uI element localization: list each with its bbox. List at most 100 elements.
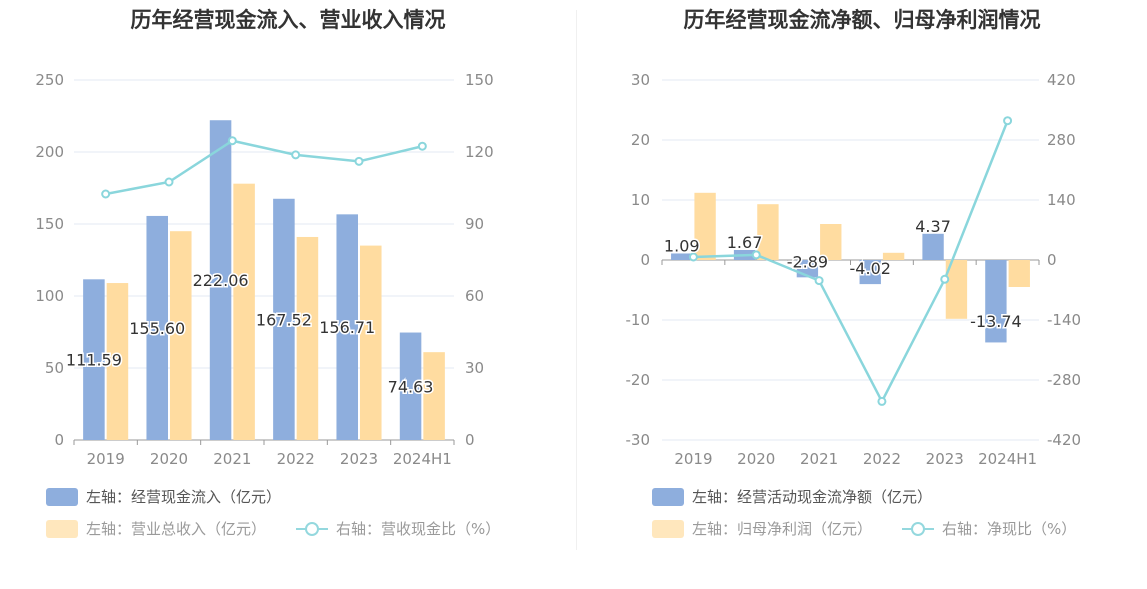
revenue-bar bbox=[1008, 260, 1030, 287]
ratio-point bbox=[940, 274, 950, 284]
revenue-bar bbox=[233, 183, 255, 440]
right-axis-tick-label: 140 bbox=[1047, 191, 1076, 209]
cash-bar bbox=[922, 233, 944, 260]
cash-bar bbox=[985, 260, 1007, 343]
ratio-point bbox=[164, 177, 174, 187]
ratio-point bbox=[291, 150, 301, 160]
bar-data-label: 1.67 bbox=[727, 233, 763, 252]
x-axis-category-label: 2020 bbox=[150, 450, 188, 468]
left-legend-line-label: 右轴：营收现金比（%） bbox=[336, 520, 501, 538]
x-axis-category-label: 2019 bbox=[674, 450, 712, 468]
bar-data-label: 167.52 bbox=[256, 310, 312, 329]
bar-data-label: 155.60 bbox=[129, 319, 185, 338]
right-axis-tick-label: 30 bbox=[465, 359, 484, 377]
left-axis-tick-label: 50 bbox=[45, 359, 64, 377]
right-legend-bar1[interactable]: 左轴：经营活动现金流净额（亿元） bbox=[652, 486, 932, 507]
bar-data-label: 4.37 bbox=[915, 217, 951, 236]
left-axis-tick-label: 250 bbox=[35, 71, 64, 89]
right-axis-tick-label: -280 bbox=[1047, 371, 1081, 389]
x-axis-category-label: 2024H1 bbox=[393, 450, 452, 468]
right-chart-panel: 历年经营现金流净额、归母净利润情况 -30 -20 -10 0 10 20 30 -420 -2… bbox=[577, 0, 1147, 589]
ratio-point bbox=[227, 136, 237, 146]
left-axis-tick-label: 150 bbox=[35, 215, 64, 233]
right-axis-tick-label: -140 bbox=[1047, 311, 1081, 329]
ratio-point bbox=[814, 276, 824, 286]
right-legend-line-label: 右轴：净现比（%） bbox=[942, 520, 1077, 538]
bar-data-label: -13.74 bbox=[970, 312, 1022, 331]
right-chart-title: 历年经营现金流净额、归母净利润情况 bbox=[683, 8, 1041, 32]
legend-swatch-orange bbox=[652, 519, 684, 538]
cash-bar bbox=[336, 214, 358, 440]
bar-data-label: 1.09 bbox=[664, 236, 700, 255]
right-axis-tick-label: 120 bbox=[465, 143, 494, 161]
left-axis-tick-label: 10 bbox=[631, 191, 650, 209]
revenue-bar bbox=[170, 231, 192, 440]
right-chart-plot: -30 -20 -10 0 10 20 30 -420 -280 -140 0 140 280 420 20… bbox=[626, 71, 1082, 468]
right-axis-tick-label: 0 bbox=[465, 431, 475, 449]
ratio-point bbox=[101, 189, 111, 199]
bar-data-label: -4.02 bbox=[850, 259, 891, 278]
left-chart-plot: 0 50 100 150 200 250 0 30 60 90 120 150 2019 2020 2021… bbox=[35, 71, 494, 468]
right-axis-tick-label: 280 bbox=[1047, 131, 1076, 149]
left-axis-tick-label: -20 bbox=[626, 371, 651, 389]
left-legend-bar2-label: 左轴：营业总收入（亿元） bbox=[86, 520, 267, 538]
right-axis-tick-label: 90 bbox=[465, 215, 484, 233]
left-axis-tick-label: 0 bbox=[54, 431, 64, 449]
left-axis-tick-label: 200 bbox=[35, 143, 64, 161]
cash-bar bbox=[209, 120, 232, 441]
right-legend-bar2[interactable]: 左轴：归母净利润（亿元） bbox=[652, 518, 872, 539]
left-axis-tick-label: 20 bbox=[631, 131, 650, 149]
x-axis-category-label: 2023 bbox=[926, 450, 964, 468]
cash-bar bbox=[859, 260, 881, 285]
right-axis-tick-label: 0 bbox=[1047, 251, 1057, 269]
bar-data-label: -2.89 bbox=[787, 252, 828, 271]
right-legend-bar2-label: 左轴：归母净利润（亿元） bbox=[692, 520, 873, 538]
bar-data-label: 222.06 bbox=[193, 271, 249, 290]
x-axis-category-label: 2021 bbox=[800, 450, 838, 468]
revenue-bar bbox=[757, 204, 779, 260]
legend-swatch-blue bbox=[46, 487, 78, 506]
ratio-point bbox=[688, 252, 698, 262]
cash-bar bbox=[671, 253, 693, 260]
x-axis-category-label: 2023 bbox=[340, 450, 378, 468]
revenue-bar bbox=[423, 352, 445, 440]
ratio-line bbox=[693, 120, 1009, 405]
cash-bar bbox=[399, 332, 422, 440]
right-axis-tick-label: 60 bbox=[465, 287, 484, 305]
ratio-line bbox=[105, 139, 423, 196]
revenue-bar bbox=[694, 192, 716, 260]
revenue-bar bbox=[360, 245, 382, 440]
ratio-point bbox=[877, 396, 887, 406]
ratio-point bbox=[354, 156, 364, 166]
right-legend-bar1-label: 左轴：经营活动现金流净额（亿元） bbox=[692, 488, 933, 506]
left-legend-bar2[interactable]: 左轴：营业总收入（亿元） bbox=[46, 518, 266, 539]
right-legend-line[interactable]: 右轴：净现比（%） bbox=[902, 518, 1076, 539]
ratio-point bbox=[417, 141, 427, 151]
left-axis-tick-label: -30 bbox=[626, 431, 651, 449]
left-axis-tick-label: 0 bbox=[640, 251, 650, 269]
left-chart-panel: 历年经营现金流入、营业收入情况 0 50 100 150 200 250 0 30 60 90 12… bbox=[35, 8, 500, 539]
left-axis-tick-label: -10 bbox=[626, 311, 651, 329]
revenue-bar bbox=[882, 252, 905, 260]
ratio-point bbox=[751, 250, 761, 260]
x-axis-category-label: 2022 bbox=[277, 450, 315, 468]
right-axis-tick-label: 150 bbox=[465, 71, 494, 89]
left-legend-line[interactable]: 右轴：营收现金比（%） bbox=[296, 518, 500, 539]
left-chart-title: 历年经营现金流入、营业收入情况 bbox=[130, 8, 446, 32]
revenue-bar bbox=[820, 224, 842, 260]
legend-line-icon bbox=[296, 520, 328, 538]
left-legend-bar1[interactable]: 左轴：经营现金流入（亿元） bbox=[46, 486, 281, 507]
legend-swatch-blue bbox=[652, 487, 684, 506]
x-axis-category-label: 2024H1 bbox=[978, 450, 1037, 468]
x-axis-category-label: 2022 bbox=[863, 450, 901, 468]
legend-line-icon bbox=[902, 520, 934, 538]
ratio-point bbox=[1003, 116, 1013, 126]
cash-bar bbox=[146, 215, 168, 440]
panel-divider bbox=[576, 10, 577, 550]
revenue-bar bbox=[106, 283, 129, 440]
revenue-bar bbox=[296, 236, 319, 440]
left-legend-bar1-label: 左轴：经营现金流入（亿元） bbox=[86, 488, 282, 506]
x-axis-category-label: 2020 bbox=[737, 450, 775, 468]
bar-data-label: 156.71 bbox=[319, 318, 375, 337]
left-axis-tick-label: 30 bbox=[631, 71, 650, 89]
